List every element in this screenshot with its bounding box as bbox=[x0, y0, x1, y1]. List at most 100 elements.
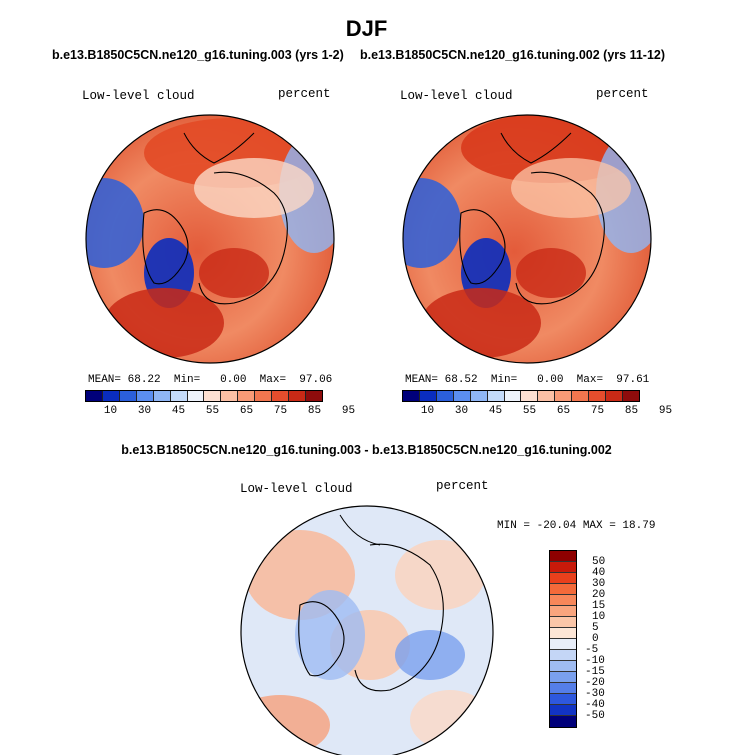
colorbar-swatch bbox=[136, 391, 154, 401]
colorbar-swatch bbox=[550, 650, 576, 661]
colorbar-swatch bbox=[589, 391, 607, 401]
figure-title: DJF bbox=[345, 16, 388, 41]
colorbar-swatch bbox=[221, 391, 239, 401]
colorbar-tick-label: 5 bbox=[592, 622, 599, 634]
colorbar-tick-label: -10 bbox=[585, 655, 605, 667]
colorbar-tick-label: 75 bbox=[590, 405, 605, 417]
panel-1-arctic-region bbox=[194, 158, 314, 218]
colorbar-tick-label: 85 bbox=[624, 405, 639, 417]
colorbar-swatch bbox=[204, 391, 222, 401]
colorbar-swatch bbox=[153, 391, 171, 401]
panel-3-coastline bbox=[339, 514, 381, 546]
panel-2-variable-label: Low-level cloud bbox=[400, 89, 513, 103]
panel-1-coastline bbox=[142, 209, 189, 285]
panel-2-atlantic-high bbox=[421, 288, 541, 358]
colorbar-tick-label: -30 bbox=[585, 688, 605, 700]
panel-3-negative-region bbox=[295, 590, 365, 680]
colorbar-tick-label: 55 bbox=[205, 405, 220, 417]
colorbar-swatch bbox=[538, 391, 556, 401]
colorbar-swatch bbox=[119, 391, 137, 401]
colorbar-swatch bbox=[550, 562, 576, 573]
colorbar-tick-label: 50 bbox=[592, 556, 606, 568]
colorbar-tick-label: 95 bbox=[658, 405, 673, 417]
colorbar-swatch bbox=[550, 716, 576, 727]
panel-3-map-border bbox=[240, 505, 494, 755]
panel-1-colorbar: 10 30 45 55 65 75 85 95 bbox=[85, 390, 355, 417]
colorbar-tick-label: -5 bbox=[585, 644, 599, 656]
panel-1-polar-map bbox=[85, 114, 335, 364]
colorbar-tick-label: 85 bbox=[307, 405, 322, 417]
colorbar-tick-label: 10 bbox=[420, 405, 435, 417]
colorbar-swatch bbox=[550, 628, 576, 639]
panel-2-mean: 68.52 bbox=[444, 374, 478, 386]
colorbar-swatch bbox=[453, 391, 471, 401]
colorbar-tick-label: 30 bbox=[454, 405, 469, 417]
panel-3-colorbar bbox=[549, 550, 577, 728]
colorbar-swatch bbox=[305, 391, 322, 401]
colorbar-swatch bbox=[550, 639, 576, 650]
panel-2-stats: MEAN= 68.52 Min= 0.00 Max= 97.61 bbox=[405, 374, 650, 386]
panel-1-coastline bbox=[198, 171, 288, 305]
colorbar-swatch bbox=[470, 391, 488, 401]
colorbar-swatch bbox=[550, 694, 576, 705]
colorbar-swatch bbox=[550, 705, 576, 716]
colorbar-swatch bbox=[550, 584, 576, 595]
panel-3-min-max: MIN = -20.04 MAX = 18.79 bbox=[497, 520, 656, 532]
colorbar-tick-label: -50 bbox=[585, 710, 605, 722]
panel-2-max: 97.61 bbox=[616, 374, 650, 386]
panel-3-negative-region bbox=[395, 630, 465, 680]
colorbar-tick-label: 10 bbox=[592, 611, 606, 623]
colorbar-tick-label: -20 bbox=[585, 677, 605, 689]
panel-1-max: 97.06 bbox=[299, 374, 333, 386]
colorbar-swatch bbox=[521, 391, 539, 401]
difference-panel-title: b.e13.B1850C5CN.ne120_g16.tuning.003 - b… bbox=[121, 443, 612, 457]
colorbar-tick-label: 10 bbox=[103, 405, 118, 417]
colorbar-tick-label: 30 bbox=[137, 405, 152, 417]
colorbar-swatch bbox=[170, 391, 188, 401]
panel-2-arctic-region bbox=[511, 158, 631, 218]
colorbar-tick-label: 20 bbox=[592, 589, 606, 601]
colorbar-swatch bbox=[555, 391, 573, 401]
colorbar-tick-label: 65 bbox=[239, 405, 254, 417]
panel-1-title: b.e13.B1850C5CN.ne120_g16.tuning.003 (yr… bbox=[52, 48, 344, 62]
colorbar-tick-label: 45 bbox=[171, 405, 186, 417]
colorbar-swatch bbox=[550, 573, 576, 584]
panel-1-atlantic-high bbox=[104, 288, 224, 358]
colorbar-tick-label: 30 bbox=[592, 578, 606, 590]
colorbar-swatch bbox=[436, 391, 454, 401]
colorbar-swatch bbox=[403, 391, 420, 401]
colorbar-swatch bbox=[550, 551, 576, 562]
panel-3-polar-map bbox=[240, 505, 494, 755]
panel-1-stats: MEAN= 68.22 Min= 0.00 Max= 97.06 bbox=[88, 374, 333, 386]
panel-3-positive-region bbox=[410, 690, 490, 750]
colorbar-swatch bbox=[487, 391, 505, 401]
panel-2-polar-map bbox=[402, 114, 652, 364]
panel-3-positive-region bbox=[395, 540, 485, 610]
panel-2-eurasia-high bbox=[516, 248, 586, 298]
panel-1-eurasia-high bbox=[199, 248, 269, 298]
colorbar-swatch bbox=[622, 391, 639, 401]
colorbar-swatch bbox=[550, 617, 576, 628]
panel-2-colorbar: 10 30 45 55 65 75 85 95 bbox=[402, 390, 672, 417]
colorbar-swatch bbox=[550, 606, 576, 617]
colorbar-tick-label: 65 bbox=[556, 405, 571, 417]
panel-1-variable-label: Low-level cloud bbox=[82, 89, 195, 103]
colorbar-swatch bbox=[289, 391, 306, 401]
panel-3-variable-label: Low-level cloud bbox=[240, 482, 353, 496]
panel-3-coastline bbox=[354, 543, 444, 692]
panel-2-title: b.e13.B1850C5CN.ne120_g16.tuning.002 (yr… bbox=[360, 48, 666, 62]
colorbar-tick-label: 45 bbox=[488, 405, 503, 417]
colorbar-swatch bbox=[550, 672, 576, 683]
panel-2-west-low-region bbox=[403, 178, 461, 268]
panel-2-map-border bbox=[402, 114, 652, 364]
panel-1-mean: 68.22 bbox=[127, 374, 161, 386]
colorbar-swatch bbox=[419, 391, 437, 401]
panel-2-coastline bbox=[515, 171, 605, 305]
colorbar-swatch bbox=[238, 391, 256, 401]
panel-1-coastline bbox=[183, 132, 255, 164]
colorbar-tick-label: 75 bbox=[273, 405, 288, 417]
colorbar-tick-label: 0 bbox=[592, 633, 599, 645]
panel-2-units-label: percent bbox=[596, 87, 649, 101]
panel-1-west-low-region bbox=[86, 178, 144, 268]
colorbar-tick-label: 55 bbox=[522, 405, 537, 417]
